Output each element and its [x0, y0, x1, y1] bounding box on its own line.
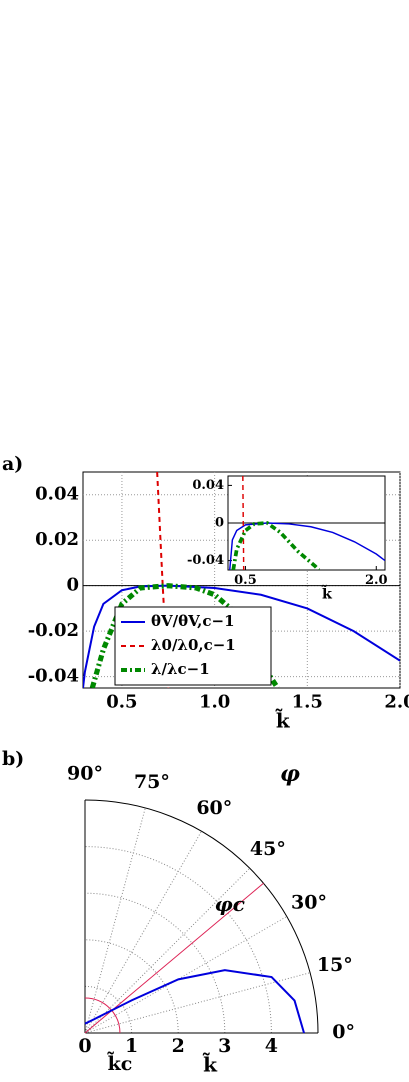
r-tick-label: 3: [218, 1035, 231, 1057]
x-axis-label: k̃: [275, 708, 291, 733]
r-axis-label: k̃: [202, 1052, 218, 1077]
r-tick-label: 1: [125, 1035, 138, 1057]
grid-arc: [84, 939, 179, 1034]
r-tick-label: 2: [172, 1035, 185, 1057]
theta-tick-label: 0°: [332, 1021, 355, 1043]
theta-tick-label: 60°: [196, 797, 232, 819]
polar-line: [84, 969, 305, 1034]
y-tick-label: 0: [215, 516, 224, 531]
legend-label: θV/θV,c−1: [151, 612, 235, 630]
line: [229, 522, 385, 570]
x-axis-label: k̃: [321, 583, 333, 603]
line: [242, 476, 245, 570]
panel-label: b): [2, 748, 24, 770]
y-tick-label: 0.02: [35, 529, 79, 550]
legend-label: λ0/λ0,c−1: [151, 636, 236, 654]
critical-k-label: k̃c: [106, 1052, 132, 1075]
grid-arc: [84, 892, 226, 1034]
legend-label: λ/λc−1: [151, 660, 210, 678]
x-tick-label: 0.5: [106, 691, 137, 712]
critical-k-arc: [84, 997, 121, 1034]
theta-axis-label: φ: [280, 761, 300, 787]
theta-tick-label: 15°: [317, 954, 353, 976]
theta-tick-label: 90°: [67, 762, 103, 784]
r-tick-label: 0: [78, 1035, 91, 1057]
y-tick-label: 0.04: [192, 478, 224, 493]
x-tick-label: 2.0: [365, 573, 388, 588]
grid-arc: [84, 985, 133, 1034]
y-tick-label: 0.04: [35, 484, 79, 505]
theta-tick-label: 30°: [291, 892, 327, 914]
critical-angle-label: φc: [215, 892, 245, 916]
y-tick-label: -0.04: [28, 666, 79, 687]
lines: [229, 476, 385, 570]
y-tick-label: 0: [66, 575, 79, 596]
x-tick-label: 2.0: [384, 691, 409, 712]
outer-arc: [84, 799, 319, 1034]
y-tick-label: -0.04: [187, 553, 224, 568]
r-tick-label: 4: [265, 1035, 278, 1057]
line: [231, 521, 321, 570]
theta-tick-label: 75°: [134, 771, 170, 793]
x-tick-label: 0.5: [234, 573, 257, 588]
panel-label: a): [2, 453, 23, 475]
y-tick-label: -0.02: [28, 620, 79, 641]
x-tick-label: 1.0: [199, 691, 230, 712]
plot: 0.04 0 -0.04 0.5 2.0 k̃: [187, 475, 388, 603]
x-tick-label: 1.5: [292, 691, 323, 712]
theta-tick-label: 45°: [250, 838, 286, 860]
